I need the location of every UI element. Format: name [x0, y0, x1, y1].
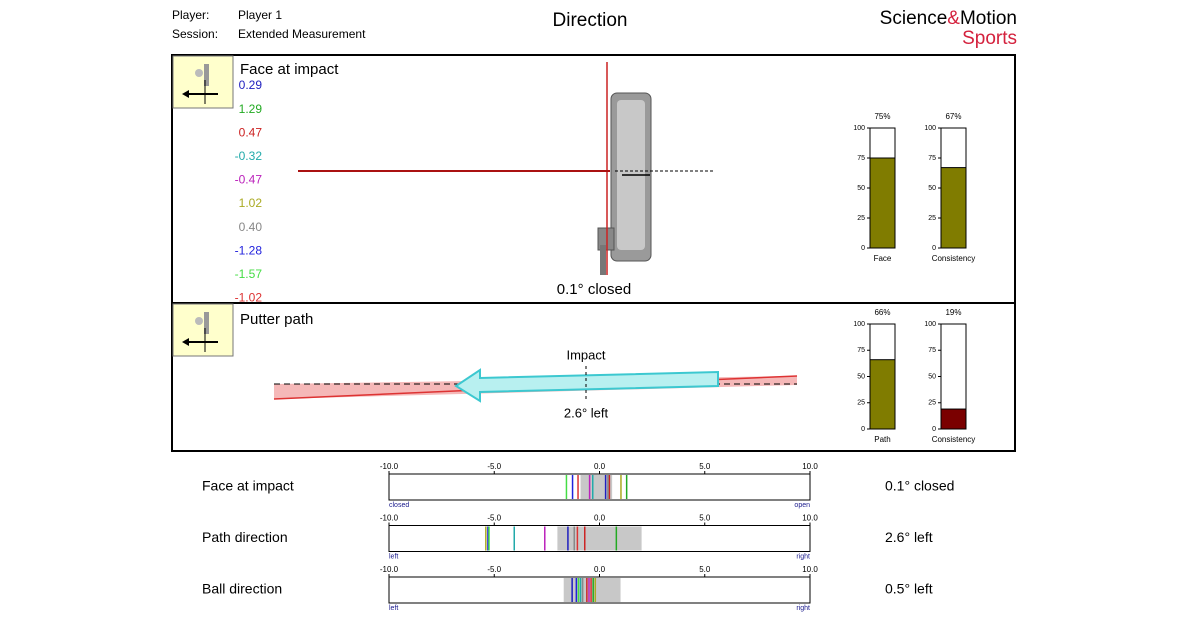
scale-tick-label: 0.0 [594, 462, 606, 471]
gauge-tick-label: 75 [928, 155, 936, 162]
gauge-value-label: 75% [874, 112, 890, 121]
gauge-tick-label: 25 [928, 215, 936, 222]
gauge-value-label: 66% [874, 308, 890, 317]
gauge-tick-label: 0 [861, 245, 865, 252]
gauge-tick-label: 75 [857, 155, 865, 162]
scale-tick-label: 0.0 [594, 514, 606, 523]
logo-science: Science [880, 8, 948, 29]
scale-tick-label: -10.0 [380, 565, 399, 574]
range-band [557, 526, 642, 551]
scale-right-label: right [796, 553, 810, 560]
face-title: Face at impact [240, 61, 339, 78]
gauge-name: Path [874, 435, 890, 444]
scale-right-label: open [794, 502, 810, 509]
scale-right-label: right [796, 605, 810, 612]
face-reading: 0.40 [239, 220, 263, 234]
scale-tick-label: 5.0 [699, 565, 711, 574]
gauge-value-label: 19% [945, 308, 961, 317]
face-result: 0.1° closed [557, 281, 631, 298]
gauge-tick-label: 0 [932, 245, 936, 252]
scale-tick-label: 0.0 [594, 565, 606, 574]
face-reading: 0.47 [239, 125, 263, 139]
logo-motion: Motion [960, 8, 1017, 29]
row-result: 0.1° closed [885, 478, 954, 494]
gauge-tick-label: 50 [928, 373, 936, 380]
scale-tick-label: -5.0 [487, 462, 501, 471]
face-reading: 1.02 [239, 196, 263, 210]
scale-tick-label: 10.0 [802, 565, 818, 574]
gauge-tick-label: 100 [853, 321, 865, 328]
gauge-tick-label: 50 [857, 185, 865, 192]
face-reading: 0.29 [239, 78, 263, 92]
player: Player 1 [238, 8, 282, 22]
gauge-tick-label: 75 [857, 347, 865, 354]
row-label: Ball direction [202, 581, 282, 597]
face-icon [172, 55, 234, 109]
gauge-tick-label: 100 [924, 125, 936, 132]
face-reading: -1.28 [235, 243, 263, 257]
path-panel [171, 302, 1016, 452]
session-label: Session: [172, 27, 218, 41]
logo-sports: Sports [962, 28, 1017, 49]
scale-tick-label: 5.0 [699, 514, 711, 523]
gauge-tick-label: 0 [861, 426, 865, 433]
face-reading: -1.02 [235, 291, 263, 305]
scale-tick-label: 5.0 [699, 462, 711, 471]
path-title: Putter path [240, 311, 313, 328]
gauge-name: Consistency [932, 435, 976, 444]
path-graphic [273, 366, 798, 403]
scale-left-label: closed [389, 502, 409, 509]
scale-left-label: left [389, 605, 398, 612]
gauge-bar [940, 408, 967, 430]
path-icon [172, 303, 234, 357]
gauge-name: Face [874, 254, 892, 263]
path-result: 2.6° left [564, 405, 609, 420]
gauge-bar [869, 157, 896, 249]
scale-tick-label: -10.0 [380, 514, 399, 523]
face-reading: -0.47 [235, 173, 263, 187]
title: Direction [553, 10, 628, 31]
gauge-tick-label: 25 [928, 400, 936, 407]
scale-tick-label: -5.0 [487, 565, 501, 574]
gauge-tick-label: 25 [857, 215, 865, 222]
gauge-tick-label: 50 [928, 185, 936, 192]
face-reading: 1.29 [239, 102, 263, 116]
putter [298, 62, 715, 275]
row-label: Face at impact [202, 478, 294, 494]
session: Extended Measurement [238, 27, 366, 41]
player-label: Player: [172, 8, 209, 22]
gauge-tick-label: 0 [932, 426, 936, 433]
logo-amp: & [947, 8, 960, 29]
gauge-tick-label: 100 [853, 125, 865, 132]
range-band [563, 578, 621, 602]
gauge-bar [940, 167, 967, 249]
gauge-tick-label: 75 [928, 347, 936, 354]
scale-tick-label: -10.0 [380, 462, 399, 471]
scale-tick-label: 10.0 [802, 462, 818, 471]
scale-left-label: left [389, 553, 398, 560]
gauge-tick-label: 25 [857, 400, 865, 407]
face-reading: -1.57 [235, 267, 263, 281]
range-band [580, 475, 613, 499]
gauge-tick-label: 50 [857, 373, 865, 380]
gauge-bar [869, 359, 896, 430]
logo: Science&Motion [880, 8, 1017, 29]
row-result: 0.5° left [885, 581, 933, 597]
gauge-name: Consistency [932, 254, 976, 263]
row-result: 2.6° left [885, 529, 933, 545]
gauge-value-label: 67% [945, 112, 961, 121]
face-reading: -0.32 [235, 149, 263, 163]
row-label: Path direction [202, 529, 288, 545]
scale-tick-label: -5.0 [487, 514, 501, 523]
impact-label: Impact [566, 347, 605, 362]
scale-tick-label: 10.0 [802, 514, 818, 523]
gauge-tick-label: 100 [924, 321, 936, 328]
